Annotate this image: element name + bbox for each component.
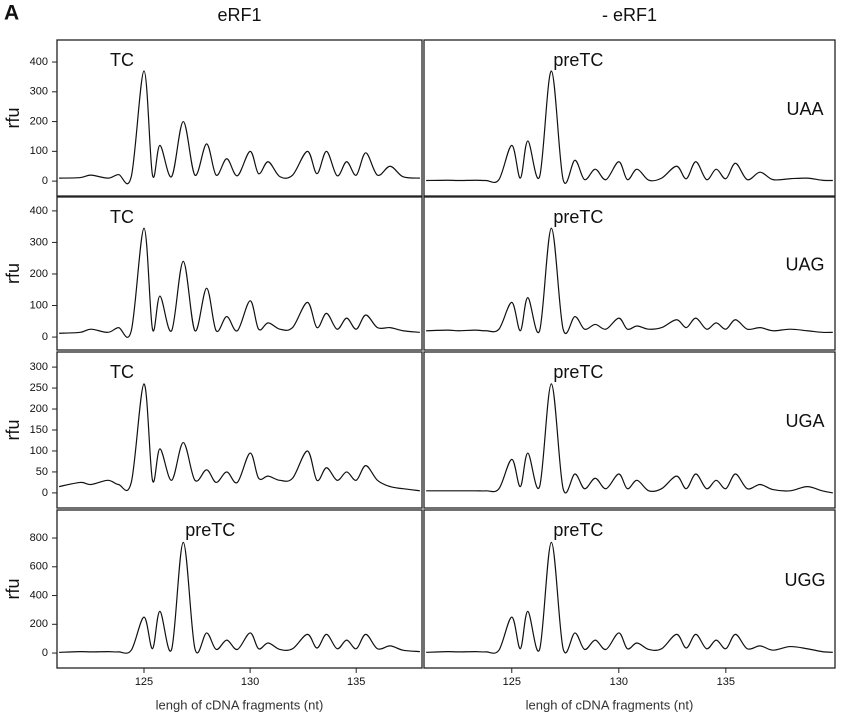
y-tick-label: 200 <box>30 403 48 415</box>
y-tick-label: 0 <box>42 175 48 187</box>
y-axis-label: rfu <box>3 419 23 440</box>
trace <box>426 227 833 335</box>
x-tick-label: 130 <box>610 676 628 688</box>
annotation: TC <box>110 50 134 70</box>
x-tick-label: 130 <box>241 676 259 688</box>
x-axis-label: lengh of cDNA fragments (nt) <box>526 697 694 712</box>
trace <box>426 541 833 654</box>
y-tick-label: 200 <box>30 618 48 630</box>
trace <box>59 541 420 654</box>
x-tick-label: 135 <box>717 676 735 688</box>
y-tick-label: 100 <box>30 445 48 457</box>
annotation: preTC <box>553 207 603 227</box>
y-tick-label: 0 <box>42 487 48 499</box>
y-tick-label: 400 <box>30 205 48 217</box>
x-tick-label: 125 <box>503 676 521 688</box>
y-tick-label: 0 <box>42 647 48 659</box>
annotation: preTC <box>553 50 603 70</box>
trace <box>59 383 420 492</box>
annotation: TC <box>110 362 134 382</box>
y-tick-label: 250 <box>30 382 48 394</box>
row-label: UAG <box>785 254 824 274</box>
y-tick-label: 200 <box>30 268 48 280</box>
y-tick-label: 100 <box>30 299 48 311</box>
row-label: UGA <box>785 411 824 431</box>
y-tick-label: 300 <box>30 236 48 248</box>
panel-frame <box>423 39 836 197</box>
panel-frame <box>56 39 423 197</box>
trace <box>426 383 833 494</box>
y-tick-label: 50 <box>36 466 48 478</box>
y-axis-label: rfu <box>3 263 23 284</box>
y-tick-label: 150 <box>30 424 48 436</box>
panel-frame <box>423 509 836 669</box>
panel-frame <box>56 509 423 669</box>
column-title: - eRF1 <box>602 5 657 25</box>
panel-frame <box>423 351 836 509</box>
trace <box>59 227 420 338</box>
annotation: TC <box>110 207 134 227</box>
row-label: UAA <box>786 99 823 119</box>
y-tick-label: 0 <box>42 331 48 343</box>
annotation: preTC <box>553 520 603 540</box>
x-tick-label: 135 <box>347 676 365 688</box>
annotation: preTC <box>185 520 235 540</box>
y-axis-label: rfu <box>3 107 23 128</box>
row-label: UGG <box>784 570 825 590</box>
annotation: preTC <box>553 362 603 382</box>
y-tick-label: 100 <box>30 145 48 157</box>
x-tick-label: 125 <box>135 676 153 688</box>
y-tick-label: 600 <box>30 561 48 573</box>
y-tick-label: 400 <box>30 589 48 601</box>
x-axis-label: lengh of cDNA fragments (nt) <box>156 697 324 712</box>
y-tick-label: 300 <box>30 361 48 373</box>
trace <box>426 70 833 184</box>
y-tick-label: 200 <box>30 115 48 127</box>
y-axis-label: rfu <box>3 578 23 599</box>
panel-frame <box>423 196 836 351</box>
trace <box>59 70 420 185</box>
y-tick-label: 300 <box>30 86 48 98</box>
column-title: eRF1 <box>217 5 261 25</box>
y-tick-label: 400 <box>30 56 48 68</box>
y-tick-label: 800 <box>30 532 48 544</box>
panel-label: A <box>4 2 19 25</box>
